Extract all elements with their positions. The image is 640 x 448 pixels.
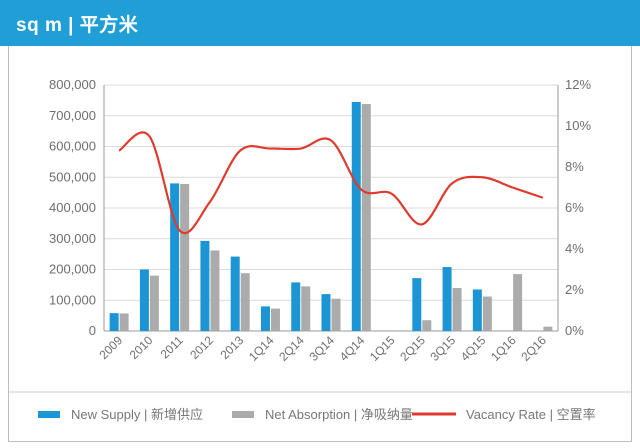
new-supply-bar <box>351 101 361 331</box>
new-supply-bar <box>200 240 210 331</box>
x-tick-label: 2011 <box>158 333 186 361</box>
new-supply-bar <box>321 294 331 331</box>
y-left-tick-label: 0 <box>89 323 96 338</box>
y-left-tick-label: 400,000 <box>49 200 96 215</box>
new-supply-bar <box>442 267 452 331</box>
x-tick-label: 2013 <box>218 333 247 362</box>
net-absorption-bar <box>301 286 311 331</box>
chart-header-title: sq m | 平方米 <box>16 14 139 36</box>
net-absorption-bar <box>270 308 280 331</box>
y-right-tick-label: 2% <box>565 282 584 297</box>
net-absorption-bar <box>513 274 523 331</box>
legend-label: New Supply | 新增供应 <box>71 407 203 422</box>
new-supply-bar <box>170 183 180 331</box>
y-left-tick-label: 800,000 <box>49 77 96 92</box>
net-absorption-bar <box>452 287 462 331</box>
net-absorption-bar <box>180 184 190 331</box>
new-supply-bar <box>230 256 240 331</box>
tick-labels: 0 100,000 200,000 300,000 400,000 500,000 600,… <box>49 77 591 364</box>
x-tick-label: 2010 <box>127 333 156 362</box>
y-right-tick-label: 12% <box>565 77 591 92</box>
x-tick-label: 1Q16 <box>488 333 519 364</box>
x-tick-label: 4Q15 <box>458 333 489 364</box>
net-absorption-bar <box>149 275 159 331</box>
axes <box>103 85 559 332</box>
net-absorption-bar <box>482 296 492 331</box>
legend-swatch <box>38 411 60 418</box>
x-tick-label: 3Q15 <box>428 333 459 364</box>
new-supply-bar <box>260 306 270 331</box>
chart-frame <box>8 46 632 442</box>
net-absorption-bar <box>543 326 553 331</box>
x-tick-label: 1Q15 <box>367 333 398 364</box>
vacancy-rate-line <box>118 131 544 235</box>
net-absorption-bar <box>331 298 341 331</box>
y-left-tick-label: 700,000 <box>49 108 96 123</box>
x-tick-label: 2Q14 <box>276 333 307 364</box>
new-supply-bar <box>412 278 422 331</box>
net-absorption-bar <box>240 273 250 331</box>
vacancy-line <box>118 131 544 235</box>
net-absorption-bar <box>210 250 220 331</box>
y-left-tick-label: 600,000 <box>49 139 96 154</box>
x-tick-label: 4Q14 <box>337 333 368 364</box>
new-supply-bar <box>472 289 482 331</box>
x-tick-label: 2Q15 <box>397 333 428 364</box>
net-absorption-bar <box>119 313 129 331</box>
legend: New Supply | 新增供应 Net Absorption | 净吸纳量 Va… <box>9 391 631 422</box>
new-supply-bar <box>109 313 119 331</box>
x-tick-label: 3Q14 <box>306 333 337 364</box>
y-right-tick-label: 10% <box>565 118 591 133</box>
y-left-tick-label: 300,000 <box>49 231 96 246</box>
y-right-tick-label: 4% <box>565 241 584 256</box>
x-tick-label: 2012 <box>187 333 216 362</box>
legend-label: Net Absorption | 净吸纳量 <box>265 407 413 422</box>
y-right-tick-label: 8% <box>565 159 584 174</box>
new-supply-bar <box>291 282 301 331</box>
new-supply-bar <box>139 269 149 331</box>
y-right-tick-label: 6% <box>565 200 584 215</box>
y-left-tick-label: 100,000 <box>49 292 96 307</box>
bars <box>109 101 553 331</box>
x-tick-label: 2Q16 <box>518 333 549 364</box>
y-right-tick-label: 0% <box>565 323 584 338</box>
x-tick-label: 2009 <box>96 333 125 362</box>
gridlines <box>104 84 558 301</box>
legend-swatch <box>232 411 254 418</box>
y-left-tick-label: 500,000 <box>49 169 96 184</box>
net-absorption-bar <box>361 104 371 331</box>
legend-label: Vacancy Rate | 空置率 <box>466 407 596 422</box>
chart-header: sq m | 平方米 <box>0 0 640 46</box>
net-absorption-bar <box>422 320 432 331</box>
x-tick-label: 1Q14 <box>246 333 277 364</box>
y-left-tick-label: 200,000 <box>49 262 96 277</box>
